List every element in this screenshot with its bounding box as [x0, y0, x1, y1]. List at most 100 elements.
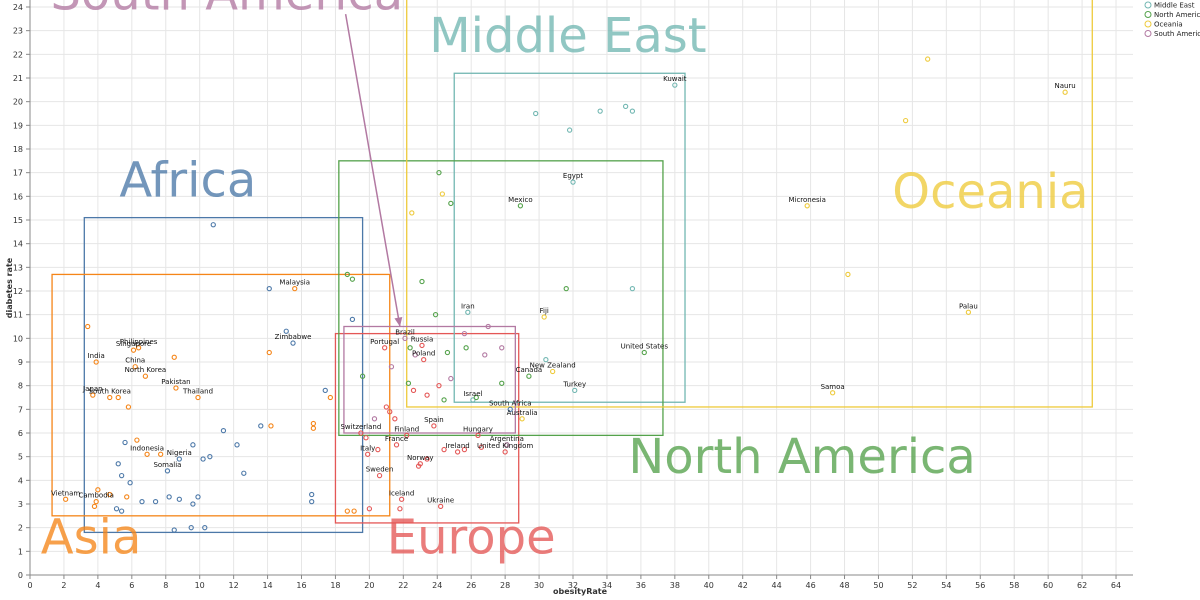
y-tick-label: 6: [18, 429, 23, 438]
point-label-ireland: Ireland: [446, 442, 470, 450]
point-label-iceland: Iceland: [389, 489, 414, 497]
point-south-america: [388, 364, 395, 370]
point-turkey: [572, 387, 578, 394]
y-tick-label: 3: [18, 500, 23, 509]
point-label-palau: Palau: [959, 302, 978, 310]
point-africa: [349, 316, 356, 323]
point-africa: [176, 496, 182, 502]
legend-label-south-america: South America: [1154, 30, 1200, 38]
point-label-brazil: Brazil: [395, 328, 415, 336]
point-label-argentina: Argentina: [490, 435, 524, 443]
point-north-america: [473, 394, 479, 401]
point-africa: [127, 480, 133, 486]
point-ukraine: [438, 503, 444, 510]
point-label-japan: Japan: [82, 385, 103, 393]
region-labels: Africa Asia Europe Middle East North America…: [41, 0, 1089, 566]
x-tick-label: 48: [839, 581, 849, 590]
x-tick-label: 50: [873, 581, 883, 590]
x-tick-label: 10: [195, 581, 205, 590]
point-label-norway: Norway: [407, 454, 434, 462]
y-tick-label: 12: [13, 287, 23, 296]
point-africa: [152, 498, 159, 505]
point-africa: [188, 525, 194, 531]
point-label-zimbabwe: Zimbabwe: [275, 333, 312, 341]
point-label-south-korea: South Korea: [89, 388, 131, 396]
point-africa: [118, 472, 125, 479]
point-north-america: [444, 349, 451, 356]
point-south-america: [412, 352, 418, 358]
point-africa: [190, 501, 196, 507]
point-label-nauru: Nauru: [1054, 82, 1075, 90]
y-tick-label: 11: [13, 311, 23, 320]
point-united-kingdom: [502, 449, 508, 455]
region-label-north-america: North America: [628, 429, 976, 485]
point-poland: [421, 356, 427, 363]
point-asia: [266, 349, 272, 356]
region-box-asia: [51, 273, 391, 517]
point-label-singapore: Singapore: [116, 340, 151, 348]
x-tick-label: 40: [704, 581, 714, 590]
point-europe: [366, 506, 373, 512]
point-europe: [415, 463, 422, 469]
region-box-oceania: [406, 0, 1093, 408]
point-asia: [85, 323, 91, 330]
point-north-america: [436, 170, 442, 176]
y-tick-label: 20: [13, 98, 23, 107]
point-indonesia: [144, 451, 150, 457]
point-africa: [195, 494, 201, 500]
x-axis-title: obesityRate: [553, 587, 608, 596]
point-label-turkey: Turkey: [562, 380, 586, 388]
x-tick-label: 52: [907, 581, 917, 590]
point-middle-east: [543, 356, 549, 363]
point-label-new-zealand: New Zealand: [530, 361, 576, 369]
region-box-south-america: [343, 325, 516, 434]
point-label-fiji: Fiji: [539, 307, 548, 315]
region-box-middle-east: [453, 72, 686, 403]
point-south-america: [448, 375, 454, 382]
x-tick-label: 2: [61, 581, 66, 590]
x-tick-label: 44: [772, 581, 782, 590]
point-africa: [139, 498, 145, 505]
point-south-america: [482, 352, 488, 358]
point-label-sweden: Sweden: [366, 466, 394, 474]
point-label-egypt: Egypt: [563, 172, 583, 180]
point-portugal: [382, 345, 388, 351]
point-vietnam: [62, 496, 69, 502]
y-tick-label: 23: [13, 27, 23, 36]
x-tick-label: 6: [129, 581, 134, 590]
point-ireland: [454, 449, 461, 455]
point-north-america: [563, 285, 569, 292]
y-tick-label: 2: [18, 524, 23, 533]
point-label-india: India: [88, 352, 105, 360]
y-tick-label: 8: [18, 382, 23, 391]
point-europe: [392, 416, 398, 422]
x-tick-label: 28: [500, 581, 510, 590]
x-tick-label: 22: [398, 581, 408, 590]
point-middle-east: [597, 108, 603, 114]
point-label-south-africa: South Africa: [489, 399, 532, 407]
point-australia: [519, 416, 525, 422]
point-label-nigeria: Nigeria: [167, 449, 192, 457]
legend-symbol-north-america: [1144, 11, 1152, 18]
legend-label-oceania: Oceania: [1154, 21, 1183, 29]
x-tick-label: 60: [1043, 581, 1053, 590]
x-tick-label: 4: [95, 581, 100, 590]
grid: [29, 0, 1133, 576]
point-france: [393, 442, 400, 448]
x-tick-label: 18: [330, 581, 340, 590]
point-label-thailand: Thailand: [182, 388, 213, 396]
point-samoa: [829, 390, 836, 396]
x-tick-label: 46: [805, 581, 815, 590]
x-tick-label: 14: [262, 581, 272, 590]
point-africa: [309, 498, 315, 505]
point-zimbabwe: [290, 340, 296, 346]
point-mexico: [517, 203, 524, 209]
point-label-switzerland: Switzerland: [340, 423, 381, 431]
point-philippines: [135, 345, 142, 351]
point-africa: [200, 456, 206, 462]
point-north-america: [499, 380, 505, 386]
y-tick-label: 10: [13, 334, 23, 343]
point-canada: [526, 373, 532, 379]
region-box-europe: [334, 332, 520, 524]
